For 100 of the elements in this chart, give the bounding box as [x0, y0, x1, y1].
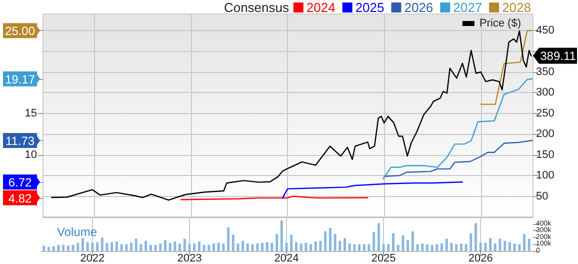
bar — [392, 233, 395, 251]
bar — [436, 244, 438, 251]
y-tick-label: 300 — [536, 86, 554, 99]
bar — [227, 227, 230, 251]
bar — [445, 238, 448, 251]
bar — [343, 238, 346, 251]
bar — [222, 244, 225, 251]
y2-tick-label: 6.72 — [8, 176, 32, 190]
bar — [57, 244, 60, 251]
bar — [48, 246, 50, 251]
x-tick-label: 2026 — [468, 252, 493, 264]
legend-label: 2026 — [404, 0, 434, 15]
bar — [62, 244, 65, 251]
bar — [217, 242, 220, 251]
bar — [396, 244, 400, 251]
bar — [353, 244, 356, 251]
bar — [134, 238, 138, 251]
bar — [91, 242, 94, 251]
bar — [479, 242, 482, 251]
bar — [464, 244, 468, 251]
bar — [421, 244, 424, 251]
line-series — [382, 78, 533, 180]
bar — [362, 244, 366, 251]
bar — [178, 244, 182, 251]
bar — [406, 240, 410, 251]
bar — [455, 244, 458, 251]
y2-tick-label: 19.17 — [4, 72, 36, 86]
bar — [66, 246, 70, 251]
y2-tick-label: 11.73 — [5, 134, 35, 148]
bar — [358, 244, 361, 251]
bar — [382, 244, 385, 251]
bar — [387, 244, 390, 251]
bar — [416, 244, 419, 251]
bar — [154, 244, 157, 251]
legend-label: 2027 — [453, 0, 482, 15]
y-tick-label: 200 — [536, 128, 554, 140]
bar — [96, 242, 99, 251]
y2-tick-label: 15 — [24, 107, 37, 120]
bar — [489, 238, 492, 251]
bar — [474, 223, 477, 251]
bar — [81, 238, 84, 251]
bar — [164, 240, 166, 251]
bar — [324, 231, 327, 251]
bar — [430, 244, 434, 251]
bar — [193, 244, 196, 251]
bar — [242, 240, 244, 251]
bar — [348, 244, 351, 251]
legend-label: 2024 — [306, 0, 336, 15]
legend-label: 2025 — [355, 0, 384, 15]
bar — [183, 238, 186, 251]
bar — [310, 244, 312, 251]
text: Volume — [57, 225, 98, 239]
bar — [338, 240, 342, 251]
bar — [290, 234, 293, 251]
bar — [494, 244, 496, 251]
bar — [159, 244, 162, 251]
bar — [208, 244, 210, 251]
bar — [120, 244, 123, 251]
y-tick-label: 50 — [536, 190, 548, 202]
bar — [202, 244, 206, 251]
bar — [174, 241, 176, 251]
bar — [110, 242, 114, 251]
bar — [42, 246, 46, 251]
bar — [484, 242, 487, 251]
bar — [508, 242, 511, 251]
line-series — [282, 181, 464, 199]
y-tick-label: 150 — [536, 148, 554, 161]
line-series — [384, 140, 533, 177]
bar — [149, 244, 152, 251]
bar — [198, 241, 200, 251]
bar — [460, 244, 462, 251]
bar — [76, 242, 80, 251]
bar — [285, 242, 288, 251]
y2-tick-label: 4.82 — [8, 191, 32, 206]
bar — [334, 234, 336, 251]
bar — [314, 241, 317, 251]
bar — [236, 244, 240, 251]
bar — [513, 244, 516, 251]
bar — [276, 234, 278, 251]
bar — [246, 244, 249, 251]
bar — [300, 244, 302, 251]
bar — [440, 244, 444, 251]
bar — [402, 235, 404, 251]
bar — [523, 234, 526, 251]
bar — [261, 242, 264, 251]
bar — [426, 244, 428, 251]
bar — [188, 244, 191, 251]
bar — [140, 244, 142, 251]
bar — [125, 244, 128, 251]
bar — [144, 240, 148, 251]
legend-title: Consensus — [224, 0, 290, 15]
bar — [266, 242, 268, 251]
bar — [518, 244, 521, 251]
bar — [372, 232, 376, 251]
bar — [130, 242, 132, 251]
bar — [450, 242, 453, 251]
y2-tick-label: 10 — [24, 148, 37, 161]
bar — [319, 240, 322, 251]
bar — [294, 242, 298, 251]
bar — [328, 228, 332, 251]
